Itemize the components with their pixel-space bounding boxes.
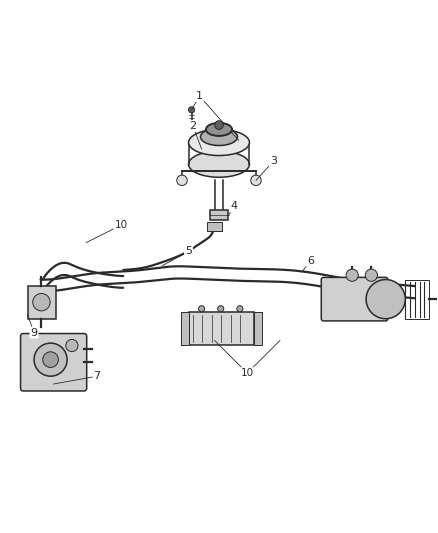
Text: 6: 6: [307, 256, 314, 266]
Text: 7: 7: [94, 371, 101, 381]
FancyBboxPatch shape: [321, 277, 388, 321]
Circle shape: [237, 305, 243, 312]
Text: 3: 3: [270, 156, 277, 166]
Circle shape: [66, 340, 78, 352]
Bar: [188, 312, 254, 345]
Ellipse shape: [201, 128, 237, 146]
Text: 10: 10: [114, 220, 127, 230]
Text: 2: 2: [189, 121, 197, 131]
Circle shape: [188, 107, 194, 113]
Ellipse shape: [366, 279, 405, 319]
Text: 1: 1: [196, 91, 203, 101]
Ellipse shape: [188, 151, 250, 177]
Text: 4: 4: [231, 201, 238, 212]
Text: 5: 5: [185, 246, 192, 256]
Circle shape: [34, 343, 67, 376]
Bar: [181, 312, 188, 345]
Bar: [207, 222, 223, 231]
Circle shape: [251, 175, 261, 185]
Circle shape: [33, 294, 50, 311]
Circle shape: [198, 305, 205, 312]
Text: 10: 10: [241, 368, 254, 378]
Circle shape: [218, 305, 224, 312]
Ellipse shape: [188, 130, 250, 156]
Bar: [28, 286, 56, 319]
Circle shape: [43, 352, 58, 367]
Bar: [210, 210, 228, 220]
Bar: [254, 312, 261, 345]
Circle shape: [215, 120, 223, 130]
Circle shape: [365, 269, 378, 281]
Ellipse shape: [206, 123, 232, 136]
Circle shape: [346, 269, 358, 281]
Circle shape: [177, 175, 187, 185]
Text: 9: 9: [31, 328, 38, 337]
FancyBboxPatch shape: [21, 334, 87, 391]
Bar: [405, 279, 429, 319]
